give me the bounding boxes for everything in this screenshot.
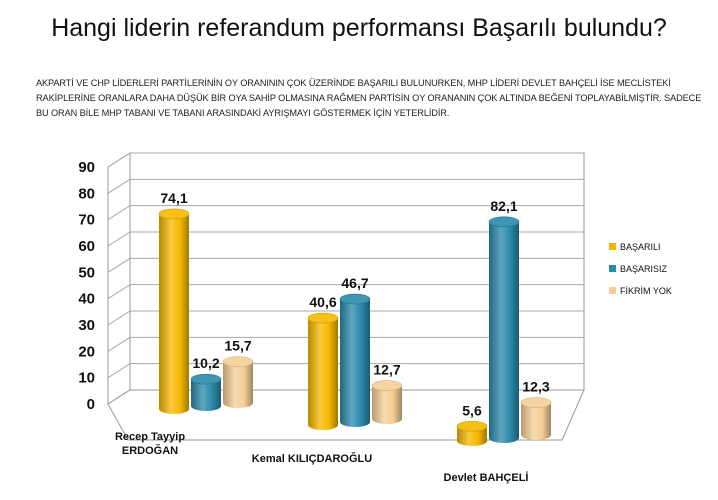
x-category-label: Kemal KILIÇDAROĞLU	[252, 452, 372, 465]
y-tick-label: 40	[78, 291, 95, 308]
legend-label: BAŞARILI	[620, 242, 661, 252]
chart-title: Hangi liderin referandum performansı Baş…	[51, 14, 667, 42]
y-tick-label: 50	[78, 264, 95, 281]
x-category-label: Devlet BAHÇELİ	[444, 471, 529, 484]
bar-top	[158, 208, 190, 220]
bar-top	[520, 397, 552, 408]
grid-line-side	[107, 336, 131, 352]
grid-line-side	[107, 257, 131, 273]
grid-line-side	[107, 363, 131, 379]
bar-baarili-3	[457, 426, 487, 446]
data-label: 12,7	[373, 362, 400, 378]
bar-top	[488, 216, 520, 228]
bar-top	[222, 356, 254, 367]
y-tick-label: 80	[78, 185, 95, 202]
data-label: 12,3	[522, 379, 549, 395]
bar-baarisiz-3	[489, 221, 519, 443]
data-label: 74,1	[160, 190, 187, 206]
bar-fikrimyok-2	[372, 385, 402, 424]
data-label: 5,6	[462, 402, 482, 418]
x-category-label: Recep Tayyip	[115, 431, 185, 443]
x-category-label: ERDOĞAN	[122, 444, 178, 457]
grid-line-side	[107, 152, 131, 168]
legend-label: FİKRİM YOK	[620, 286, 672, 296]
bar-top	[371, 380, 403, 391]
bar-top	[339, 293, 371, 305]
bar-top	[190, 373, 222, 385]
grid-line-side	[107, 231, 131, 247]
legend-swatch	[609, 243, 616, 250]
y-tick-label: 60	[78, 238, 95, 255]
y-tick-label: 20	[78, 343, 95, 360]
bar-fikrimyok-1	[223, 361, 253, 408]
legend-swatch	[609, 265, 616, 272]
data-label: 82,1	[490, 198, 517, 214]
bar-baarili-1	[159, 213, 189, 414]
data-label: 46,7	[341, 275, 368, 291]
y-tick-label: 70	[78, 212, 95, 229]
bar-fikrimyok-3	[521, 402, 551, 440]
grid-line-side	[107, 205, 131, 221]
y-tick-label: 0	[87, 396, 95, 413]
bar-baarisiz-2	[340, 299, 370, 427]
grid-line-side	[107, 178, 131, 194]
bar-top	[307, 312, 339, 324]
data-label: 15,7	[224, 338, 251, 354]
bar-baarili-2	[308, 318, 338, 430]
bar-baarisiz-1	[191, 379, 221, 411]
grid-line-side	[107, 310, 131, 326]
legend-swatch	[609, 287, 616, 294]
data-label: 40,6	[309, 294, 336, 310]
y-tick-label: 10	[78, 370, 95, 387]
y-tick-label: 90	[78, 159, 95, 176]
bar-top	[456, 420, 488, 432]
grid-line-side	[107, 284, 131, 300]
y-tick-label: 30	[78, 317, 95, 334]
data-label: 10,2	[192, 355, 219, 371]
chart-subtitle: AKPARTİ VE CHP LİDERLERİ PARTİLERİNİN OY…	[36, 78, 702, 118]
legend-label: BAŞARISIZ	[620, 264, 668, 274]
